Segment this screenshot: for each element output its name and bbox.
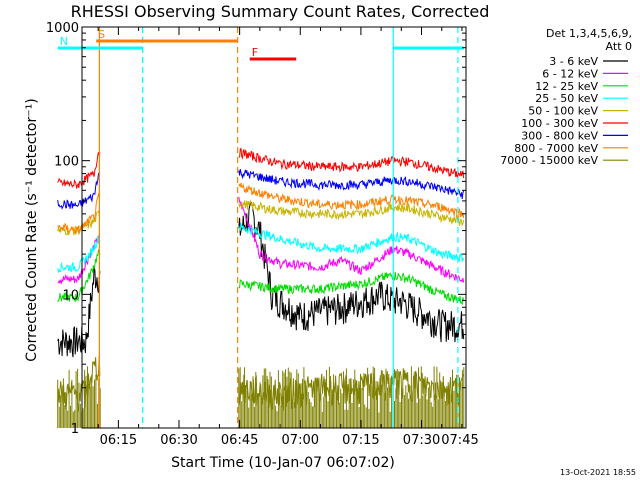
series-line-1 bbox=[57, 201, 465, 358]
series-line-5 bbox=[57, 199, 465, 236]
legend-header-1: Det 1,3,4,5,6,9, bbox=[546, 27, 632, 40]
y-axis-label: Corrected Count Rate (s⁻¹ detector⁻¹) bbox=[24, 98, 40, 361]
flag-label-n: N bbox=[60, 35, 68, 48]
plot-area: S N F 1 10 100 1000 06:15 06:30 06:45 07:00 07:15 07… bbox=[46, 21, 479, 448]
x-axis-label: Start Time (10-Jan-07 06:07:02) bbox=[171, 455, 395, 471]
plot-frame bbox=[81, 26, 467, 429]
x-tick-label-2: 06:30 bbox=[160, 433, 197, 448]
legend-label-1: 3 - 6 keV bbox=[549, 55, 598, 68]
legend-label-8: 800 - 7000 keV bbox=[514, 142, 598, 155]
y-tick-label-2: 10 bbox=[62, 288, 79, 303]
background-bars bbox=[57, 366, 465, 428]
legend-label-4: 25 - 50 keV bbox=[535, 92, 598, 105]
legend-label-6: 100 - 300 keV bbox=[521, 117, 598, 130]
series-line-3 bbox=[57, 248, 465, 306]
legend-label-5: 50 - 100 keV bbox=[528, 105, 598, 118]
flag-label-s: S bbox=[98, 28, 105, 41]
y-tick-label-4: 1000 bbox=[46, 21, 79, 36]
flag-label-f: F bbox=[252, 46, 258, 59]
legend-header-2: Att 0 bbox=[606, 40, 632, 53]
legend-label-7: 300 - 800 keV bbox=[521, 129, 598, 142]
x-tick-label-6: 07:30 bbox=[403, 433, 440, 448]
legend-label-2: 6 - 12 keV bbox=[542, 67, 598, 80]
series-line-8 bbox=[57, 182, 465, 235]
x-tick-label-4: 07:00 bbox=[282, 433, 319, 448]
series-line-6 bbox=[57, 147, 465, 189]
x-tick-label-1: 06:15 bbox=[100, 433, 137, 448]
chart-title: RHESSI Observing Summary Count Rates, Co… bbox=[71, 2, 490, 21]
legend-label-9: 7000 - 15000 keV bbox=[500, 154, 598, 167]
x-tick-label-5: 07:15 bbox=[342, 433, 379, 448]
x-tick-label-7: 07:45 bbox=[441, 433, 478, 448]
y-tick-label-1: 1 bbox=[71, 422, 79, 437]
y-tick-label-3: 100 bbox=[54, 155, 79, 170]
legend-label-3: 12 - 25 keV bbox=[535, 80, 598, 93]
footer-timestamp: 13-Oct-2021 18:55 bbox=[560, 468, 636, 477]
x-tick-label-3: 06:45 bbox=[221, 433, 258, 448]
series-line-7 bbox=[57, 169, 465, 210]
series-line-4 bbox=[57, 223, 465, 274]
